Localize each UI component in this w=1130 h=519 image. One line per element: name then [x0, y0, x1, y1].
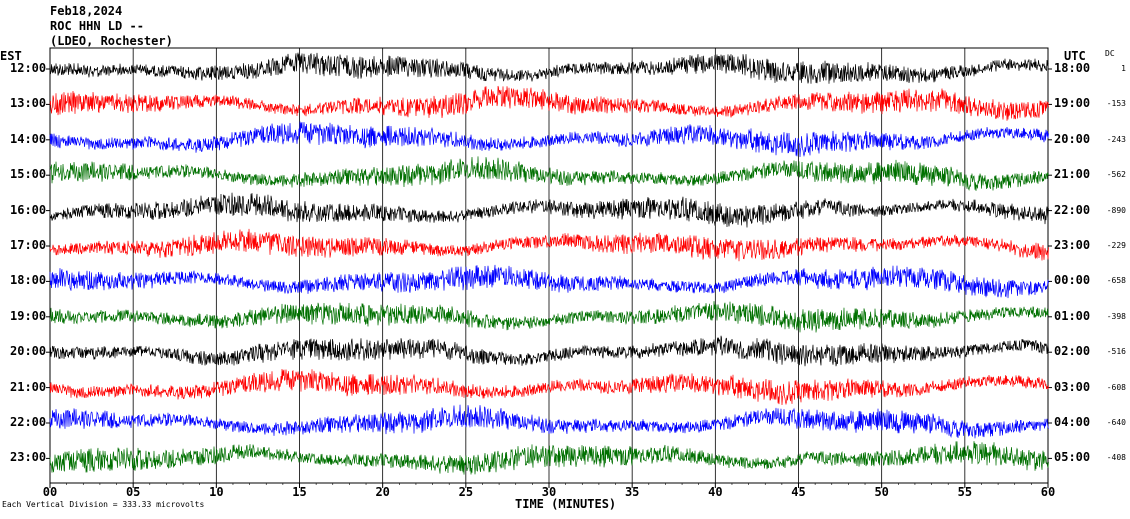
x-tick-label: 20: [375, 485, 389, 499]
x-tick-label: 10: [209, 485, 223, 499]
row-label-est: 23:00: [10, 450, 47, 465]
vertical-division-note: Each Vertical Division = 333.33 microvol…: [2, 500, 205, 509]
station-channel: ROC HHN LD --: [50, 19, 144, 33]
trace-1500: [49, 156, 1049, 191]
row-label-est: 17:00: [10, 238, 47, 252]
row-label-utc: 05:00: [1054, 450, 1091, 465]
row-label-est: 15:00: [10, 167, 47, 182]
x-tick-label: 60: [1041, 485, 1055, 499]
trace-1700: [49, 228, 1049, 262]
row-label-utc: 01:00: [1054, 308, 1091, 323]
x-tick-label: 25: [459, 485, 473, 499]
row-label-est: 18:00: [10, 273, 47, 288]
row-label-utc: 04:00: [1054, 415, 1091, 429]
trace-1200: [49, 52, 1049, 84]
row-label-utc: 00:00: [1054, 273, 1091, 288]
row-label-dc: -243: [1106, 134, 1126, 144]
row-label-dc: -153: [1106, 99, 1126, 109]
row-label-utc: 18:00: [1054, 61, 1091, 75]
trace-1400: [49, 121, 1049, 158]
row-label-dc: -640: [1106, 418, 1126, 427]
x-tick-label: 30: [542, 485, 556, 499]
trace-1300: [49, 85, 1049, 121]
trace-2000: [49, 335, 1049, 367]
row-label-est: 14:00: [10, 131, 47, 146]
row-label-dc: 1: [1121, 64, 1126, 73]
row-label-dc: -562: [1106, 170, 1126, 180]
row-label-est: 13:00: [10, 96, 47, 111]
row-label-dc: -408: [1106, 453, 1126, 463]
x-tick-label: 55: [958, 485, 972, 499]
row-label-dc: -890: [1106, 205, 1126, 215]
row-label-utc: 21:00: [1054, 167, 1091, 182]
row-label-est: 19:00: [10, 308, 47, 323]
row-label-est: 22:00: [10, 415, 47, 429]
row-label-utc: 22:00: [1054, 202, 1091, 217]
left-axis-title: EST: [0, 49, 22, 63]
trace-1900: [49, 301, 1049, 333]
station-date: Feb18,2024: [50, 4, 123, 18]
row-label-utc: 03:00: [1054, 379, 1091, 394]
x-tick-label: 00: [43, 485, 57, 499]
row-label-est: 20:00: [10, 344, 47, 359]
row-label-dc: -608: [1106, 382, 1126, 392]
trace-1600: [49, 192, 1049, 228]
trace-2300: [49, 441, 1049, 475]
x-tick-label: 15: [292, 485, 306, 499]
row-label-utc: 19:00: [1054, 96, 1091, 111]
trace-2200: [49, 404, 1049, 439]
x-tick-label: 40: [708, 485, 722, 499]
x-tick-label: 45: [791, 485, 805, 499]
row-label-est: 16:00: [10, 202, 47, 217]
row-label-utc: 20:00: [1054, 131, 1091, 146]
right-axis-title: UTC: [1064, 49, 1086, 63]
row-label-est: 12:00: [10, 61, 47, 75]
row-label-dc: -398: [1106, 311, 1126, 321]
row-label-dc: -658: [1106, 276, 1126, 286]
x-axis-title: TIME (MINUTES): [515, 497, 617, 511]
x-tick-label: 35: [625, 485, 639, 499]
x-tick-label: 50: [874, 485, 888, 499]
row-label-utc: 23:00: [1054, 238, 1091, 252]
row-label-est: 21:00: [10, 379, 47, 394]
row-label-dc: -516: [1106, 347, 1126, 357]
dc-column-title: DC: [1105, 49, 1115, 58]
row-label-utc: 02:00: [1054, 344, 1091, 359]
x-tick-label: 05: [126, 485, 140, 499]
trace-2100: [49, 368, 1049, 406]
trace-1800: [49, 264, 1049, 299]
row-label-dc: -229: [1106, 241, 1126, 250]
station-location: (LDEO, Rochester): [50, 34, 173, 48]
